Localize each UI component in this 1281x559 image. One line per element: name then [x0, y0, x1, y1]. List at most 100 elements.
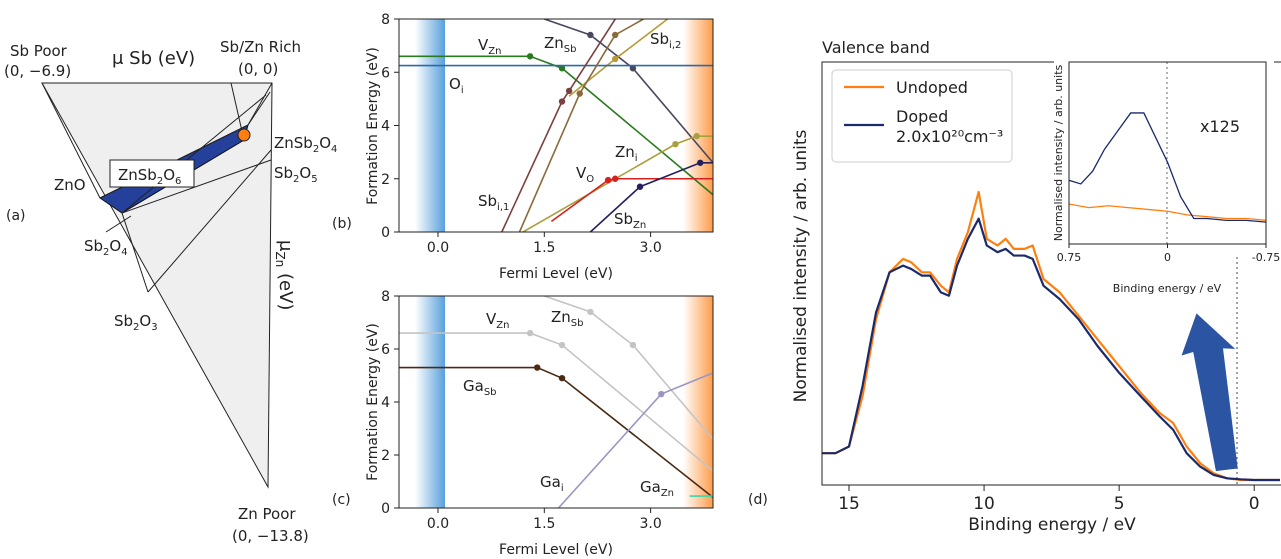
transition-point [605, 177, 611, 183]
inset-x-tick-label: 0 [1164, 251, 1171, 264]
transition-point [566, 88, 572, 94]
y-tick-label: 0 [381, 501, 390, 517]
transition-point [559, 342, 565, 348]
y-tick-label: 4 [381, 395, 390, 411]
title-d: Valence band [822, 38, 930, 57]
transition-point [559, 375, 565, 381]
label-vzn: VZn [478, 36, 501, 57]
y-tick-label: 6 [381, 342, 390, 358]
y-tick-label: 2 [381, 448, 390, 464]
legend-undoped: Undoped [896, 78, 968, 97]
cbm-band-b [683, 19, 713, 232]
x-tick-label: 1.5 [533, 240, 555, 256]
x-tick-label: 15 [838, 494, 860, 514]
series-b-0 [399, 56, 713, 194]
transition-point [630, 342, 636, 348]
panel-label-a: (a) [6, 208, 26, 224]
panel-b: 0.0 1.5 3.0 0 2 4 6 8 Fermi Level (eV) Formatio… [332, 0, 713, 282]
xlabel-d: Binding energy / eV [968, 515, 1136, 535]
vbm-band-b [415, 19, 445, 232]
label-gasb: GaSb [463, 377, 497, 398]
series-c-0 [399, 333, 713, 471]
defect-labels-b: VZn ZnSb Sbi,2 Oi Zni VO Sbi,1 SbZn [449, 30, 681, 231]
label-sbzn: SbZn [614, 210, 646, 231]
defect-labels-c: VZn ZnSb GaSb Gai GaZn [463, 308, 674, 499]
vbm-band-c [415, 296, 445, 508]
ylabel-b: Formation Energy (eV) [365, 47, 381, 205]
panel-a: ZnSb2O6 Sb Poor (0, −6.9) μ Sb (eV) Sb/Z… [4, 38, 337, 545]
x-tick-label: 0.0 [427, 240, 449, 256]
transition-point [612, 32, 618, 38]
legend-d: Undoped Doped 2.0x10²⁰cm⁻³ [832, 70, 1012, 162]
panel-label-d: (d) [748, 492, 768, 508]
inset-xlabel: Binding energy / eV [1113, 282, 1222, 295]
x-tick-label: 0 [1249, 494, 1260, 514]
panel-label-c: (c) [332, 492, 351, 508]
x-tick-label: 3.0 [639, 516, 661, 532]
inset-annotation: x125 [1200, 117, 1240, 136]
transition-point [658, 391, 664, 397]
label-gazn: GaZn [640, 478, 674, 499]
transition-point [587, 309, 593, 315]
ylabel-d: Normalised intensity / arb. units [791, 129, 811, 402]
transition-point [612, 176, 618, 182]
label-znsb: ZnSb [544, 34, 577, 55]
transition-point [587, 32, 593, 38]
transition-point [637, 184, 643, 190]
x-tick-label: 1.5 [533, 516, 555, 532]
phase-znsb2o4: ZnSb2O4 [274, 134, 337, 155]
label-znsb-c: ZnSb [551, 308, 584, 329]
label-vzn-c: VZn [486, 310, 509, 331]
corner-sb-poor-title: Sb Poor [10, 42, 68, 60]
transition-point [697, 160, 703, 166]
phase-sb2o4: Sb2O4 [84, 237, 128, 258]
phase-sb2o3: Sb2O3 [114, 312, 158, 333]
operating-point [238, 129, 250, 141]
transition-point [693, 133, 699, 139]
panel-c: 0.0 1.5 3.0 0 2 4 6 8 Fermi Level (eV) Formatio… [332, 289, 713, 558]
y-tick-label: 2 [381, 172, 390, 188]
y-tick-label: 0 [381, 225, 390, 241]
x-tick-label: 10 [973, 494, 995, 514]
phase-sb2o5: Sb2O5 [274, 164, 318, 185]
xlabel-b: Fermi Level (eV) [499, 266, 613, 282]
y-tick-label: 8 [381, 12, 390, 28]
legend-doped-2: 2.0x10²⁰cm⁻³ [896, 127, 1003, 146]
transition-point [534, 364, 540, 370]
label-sbi2: Sbi,2 [650, 30, 681, 51]
x-tick-label: 0.0 [427, 516, 449, 532]
x-tick-label: 3.0 [639, 240, 661, 256]
transition-point [527, 330, 533, 336]
inset: 0.75 0 -0.75 Binding energy / eV Normalise… [1052, 60, 1280, 295]
label-gai: Gai [540, 473, 564, 494]
transition-point [527, 53, 533, 59]
x-tick-label: 5 [1114, 494, 1125, 514]
panel-d: Valence band 15 10 5 0 Binding energy / eV … [748, 38, 1281, 535]
inset-x-tick-label: -0.75 [1252, 251, 1280, 264]
label-oi: Oi [449, 75, 464, 96]
phase-znsb2o6: ZnSb2O6 [118, 166, 181, 187]
legend-doped-1: Doped [896, 107, 948, 126]
inset-x-tick-label: 0.75 [1057, 251, 1082, 264]
corner-rich-coord: (0, 0) [238, 60, 278, 78]
transition-point [577, 90, 583, 96]
transition-point [612, 56, 618, 62]
label-zni: Zni [615, 143, 638, 164]
y-tick-label: 4 [381, 119, 390, 135]
corner-zn-poor-coord: (0, −13.8) [232, 527, 309, 545]
inset-bg [1054, 60, 1274, 256]
corner-sb-poor-coord: (0, −6.9) [4, 62, 71, 80]
y-tick-label: 8 [381, 289, 390, 305]
panel-label-b: (b) [332, 216, 352, 232]
corner-zn-poor-title: Zn Poor [238, 505, 296, 523]
axis-mu-zn: μZn (eV) [273, 240, 296, 310]
xlabel-c: Fermi Level (eV) [499, 542, 613, 558]
ylabel-c: Formation Energy (eV) [365, 323, 381, 481]
phase-zno: ZnO [54, 176, 86, 194]
transition-point [559, 98, 565, 104]
cbm-band-c [683, 296, 713, 508]
inset-ylabel: Normalised intensity / arb. units [1052, 64, 1065, 241]
label-sbi1: Sbi,1 [478, 192, 509, 213]
transition-point [672, 141, 678, 147]
